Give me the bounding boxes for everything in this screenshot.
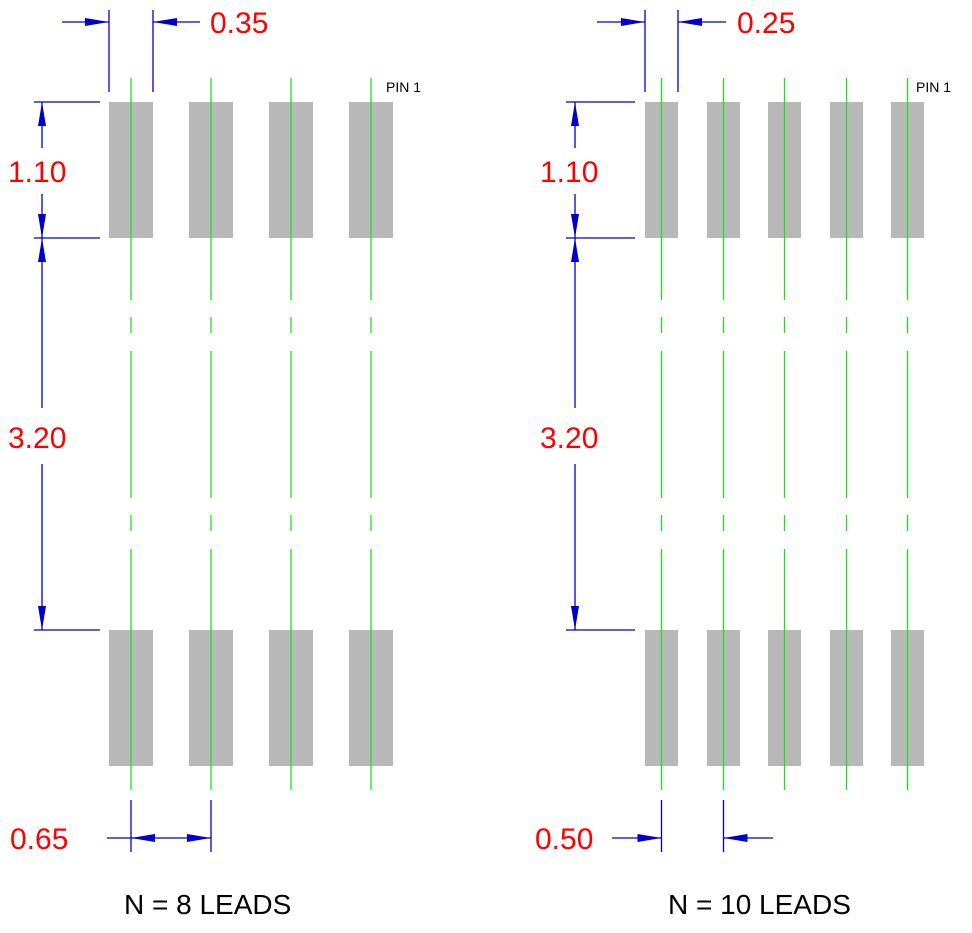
pad-width-dimension: 0.35 xyxy=(62,7,268,92)
pitch-dimension: 0.65 xyxy=(10,800,212,856)
centerlines-right xyxy=(660,78,909,790)
pitch-value: 0.50 xyxy=(535,823,593,856)
pin1-label: PIN 1 xyxy=(386,79,421,95)
pad-width-value: 0.35 xyxy=(210,7,268,40)
vertical-dimensions: 1.10 3.20 xyxy=(8,101,100,631)
vertical-dimensions: 1.10 3.20 xyxy=(540,101,635,631)
pitch-value: 0.65 xyxy=(10,823,68,856)
pad-width-dimension: 0.25 xyxy=(597,7,795,92)
right-footprint: 0.25 1.10 3.20 0.50 P xyxy=(535,7,951,920)
centerlines-left xyxy=(130,78,372,790)
right-caption: N = 10 LEADS xyxy=(668,889,851,920)
pad-length-value: 1.10 xyxy=(8,156,66,189)
left-caption: N = 8 LEADS xyxy=(124,889,291,920)
pin1-label: PIN 1 xyxy=(916,79,951,95)
left-footprint: 0.35 1.10 3.20 0.65 PIN 1 xyxy=(8,7,421,920)
row-gap-value: 3.20 xyxy=(540,422,598,455)
pad-width-value: 0.25 xyxy=(737,7,795,40)
row-gap-value: 3.20 xyxy=(8,422,66,455)
pitch-dimension: 0.50 xyxy=(535,800,773,856)
pad-length-value: 1.10 xyxy=(540,156,598,189)
